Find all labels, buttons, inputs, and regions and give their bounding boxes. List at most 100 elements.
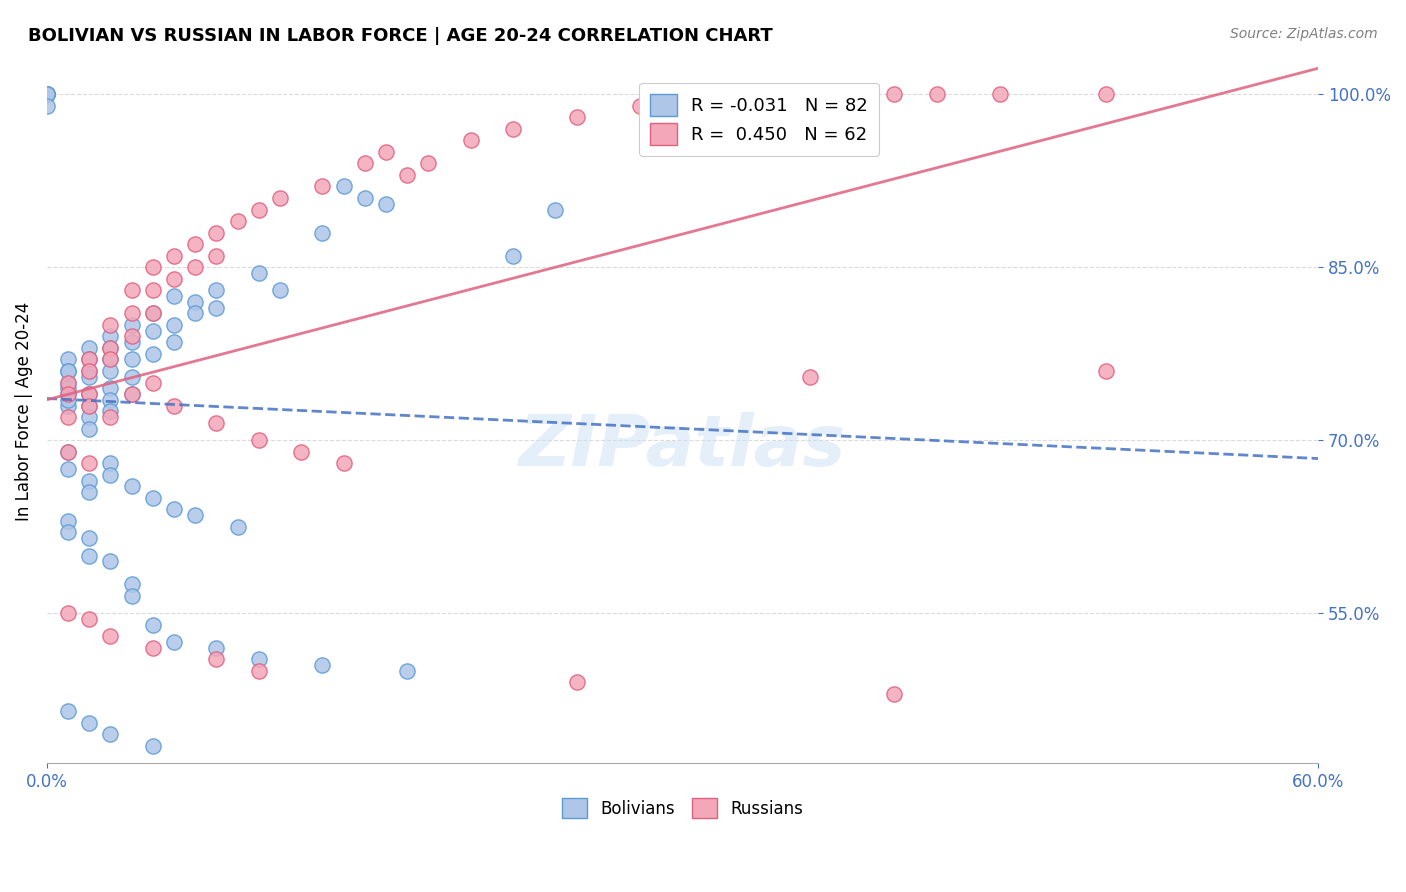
Russians <box>628 99 651 113</box>
Bolivians <box>121 589 143 603</box>
Bolivians <box>56 364 79 378</box>
Russians <box>121 387 143 401</box>
Bolivians <box>77 549 100 563</box>
Bolivians <box>163 289 186 303</box>
Bolivians <box>142 306 165 320</box>
Bolivians <box>205 301 228 315</box>
Y-axis label: In Labor Force | Age 20-24: In Labor Force | Age 20-24 <box>15 301 32 521</box>
Bolivians <box>100 329 122 343</box>
Russians <box>883 87 905 102</box>
Bolivians <box>56 444 79 458</box>
Bolivians <box>77 364 100 378</box>
Russians <box>396 168 419 182</box>
Bolivians <box>100 404 122 418</box>
Russians <box>247 202 270 217</box>
Bolivians <box>56 376 79 390</box>
Bolivians <box>544 202 567 217</box>
Bolivians <box>77 715 100 730</box>
Bolivians <box>247 266 270 280</box>
Russians <box>142 306 165 320</box>
Bolivians <box>77 422 100 436</box>
Bolivians <box>184 306 207 320</box>
Bolivians <box>142 347 165 361</box>
Russians <box>205 226 228 240</box>
Bolivians <box>100 341 122 355</box>
Bolivians <box>56 381 79 395</box>
Russians <box>100 629 122 643</box>
Russians <box>77 456 100 470</box>
Russians <box>925 87 948 102</box>
Russians <box>841 87 863 102</box>
Bolivians <box>353 191 375 205</box>
Russians <box>226 214 249 228</box>
Bolivians <box>56 352 79 367</box>
Russians <box>121 329 143 343</box>
Bolivians <box>77 387 100 401</box>
Bolivians <box>35 87 58 102</box>
Bolivians <box>100 381 122 395</box>
Bolivians <box>35 87 58 102</box>
Russians <box>565 675 588 690</box>
Bolivians <box>56 462 79 476</box>
Russians <box>56 444 79 458</box>
Bolivians <box>77 485 100 500</box>
Russians <box>56 606 79 620</box>
Text: BOLIVIAN VS RUSSIAN IN LABOR FORCE | AGE 20-24 CORRELATION CHART: BOLIVIAN VS RUSSIAN IN LABOR FORCE | AGE… <box>28 27 773 45</box>
Russians <box>671 93 693 107</box>
Bolivians <box>35 87 58 102</box>
Russians <box>184 260 207 275</box>
Bolivians <box>121 479 143 493</box>
Russians <box>353 156 375 170</box>
Bolivians <box>56 364 79 378</box>
Bolivians <box>184 508 207 523</box>
Bolivians <box>205 640 228 655</box>
Bolivians <box>163 635 186 649</box>
Bolivians <box>100 727 122 741</box>
Russians <box>77 364 100 378</box>
Russians <box>77 352 100 367</box>
Russians <box>163 249 186 263</box>
Russians <box>418 156 440 170</box>
Bolivians <box>184 294 207 309</box>
Bolivians <box>77 531 100 545</box>
Bolivians <box>205 283 228 297</box>
Legend: Bolivians, Russians: Bolivians, Russians <box>555 791 810 825</box>
Russians <box>205 652 228 666</box>
Bolivians <box>56 399 79 413</box>
Bolivians <box>396 664 419 678</box>
Bolivians <box>226 519 249 533</box>
Text: ZIPatlas: ZIPatlas <box>519 412 846 481</box>
Russians <box>56 376 79 390</box>
Russians <box>205 416 228 430</box>
Russians <box>142 283 165 297</box>
Bolivians <box>35 99 58 113</box>
Russians <box>77 612 100 626</box>
Text: Source: ZipAtlas.com: Source: ZipAtlas.com <box>1230 27 1378 41</box>
Bolivians <box>77 399 100 413</box>
Russians <box>77 387 100 401</box>
Russians <box>77 399 100 413</box>
Bolivians <box>502 249 524 263</box>
Bolivians <box>56 704 79 718</box>
Bolivians <box>311 226 333 240</box>
Bolivians <box>100 352 122 367</box>
Russians <box>100 410 122 425</box>
Bolivians <box>163 502 186 516</box>
Bolivians <box>163 318 186 332</box>
Bolivians <box>100 467 122 482</box>
Russians <box>56 410 79 425</box>
Russians <box>502 121 524 136</box>
Bolivians <box>121 369 143 384</box>
Bolivians <box>56 387 79 401</box>
Bolivians <box>121 335 143 350</box>
Russians <box>163 271 186 285</box>
Russians <box>247 433 270 447</box>
Bolivians <box>77 341 100 355</box>
Bolivians <box>100 392 122 407</box>
Bolivians <box>56 392 79 407</box>
Bolivians <box>77 352 100 367</box>
Bolivians <box>142 739 165 753</box>
Bolivians <box>77 410 100 425</box>
Russians <box>311 179 333 194</box>
Russians <box>100 318 122 332</box>
